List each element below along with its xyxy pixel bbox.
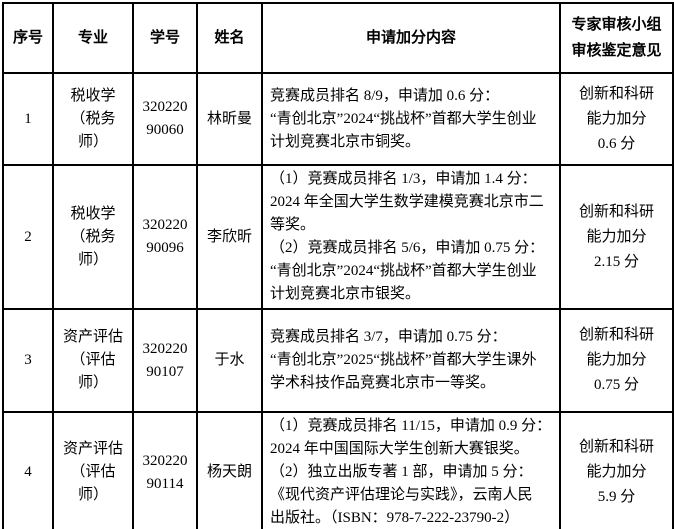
table-header-row: 序号 专业 学号 姓名 申请加分内容 专家审核小组 审核鉴定意见 — [2, 2, 674, 74]
table-row: 2 税收学 （税务 师） 320220 90096 李欣昕 （1）竞赛成员排名 … — [2, 164, 674, 310]
cell-content: 竞赛成员排名 8/9，申请加 0.6 分： “青创北京”2024“挑战杯”首都大… — [261, 72, 561, 166]
cell-major: 税收学 （税务 师） — [52, 72, 134, 166]
header-content: 申请加分内容 — [261, 2, 561, 74]
cell-content: （1）竞赛成员排名 11/15，申请加 0.9 分： 2024 年中国国际大学生… — [261, 411, 561, 529]
cell-major: 税收学 （税务 师） — [52, 164, 134, 310]
cell-opinion: 创新和科研 能力加分 0.75 分 — [559, 308, 674, 413]
cell-no: 2 — [2, 164, 54, 310]
cell-name: 杨天朗 — [196, 411, 263, 529]
cell-no: 1 — [2, 72, 54, 166]
cell-student-id: 320220 90114 — [132, 411, 198, 529]
cell-student-id: 320220 90096 — [132, 164, 198, 310]
table-row: 3 资产评估 （评估 师） 320220 90107 于水 竞赛成员排名 3/7… — [2, 308, 674, 413]
cell-major: 资产评估 （评估 师） — [52, 411, 134, 529]
cell-opinion: 创新和科研 能力加分 0.6 分 — [559, 72, 674, 166]
table-row: 1 税收学 （税务 师） 320220 90060 林昕曼 竞赛成员排名 8/9… — [2, 72, 674, 166]
cell-opinion: 创新和科研 能力加分 5.9 分 — [559, 411, 674, 529]
header-name: 姓名 — [196, 2, 263, 74]
cell-name: 李欣昕 — [196, 164, 263, 310]
cell-opinion: 创新和科研 能力加分 2.15 分 — [559, 164, 674, 310]
header-opinion: 专家审核小组 审核鉴定意见 — [559, 2, 674, 74]
cell-student-id: 320220 90107 — [132, 308, 198, 413]
cell-name: 于水 — [196, 308, 263, 413]
cell-major: 资产评估 （评估 师） — [52, 308, 134, 413]
header-major: 专业 — [52, 2, 134, 74]
cell-student-id: 320220 90060 — [132, 72, 198, 166]
table-row: 4 资产评估 （评估 师） 320220 90114 杨天朗 （1）竞赛成员排名… — [2, 411, 674, 529]
cell-content: （1）竞赛成员排名 1/3，申请加 1.4 分： 2024 年全国大学生数学建模… — [261, 164, 561, 310]
cell-no: 3 — [2, 308, 54, 413]
cell-no: 4 — [2, 411, 54, 529]
cell-content: 竞赛成员排名 3/7，申请加 0.75 分： “青创北京”2025“挑战杯”首都… — [261, 308, 561, 413]
header-student-id: 学号 — [132, 2, 198, 74]
header-no: 序号 — [2, 2, 54, 74]
cell-name: 林昕曼 — [196, 72, 263, 166]
